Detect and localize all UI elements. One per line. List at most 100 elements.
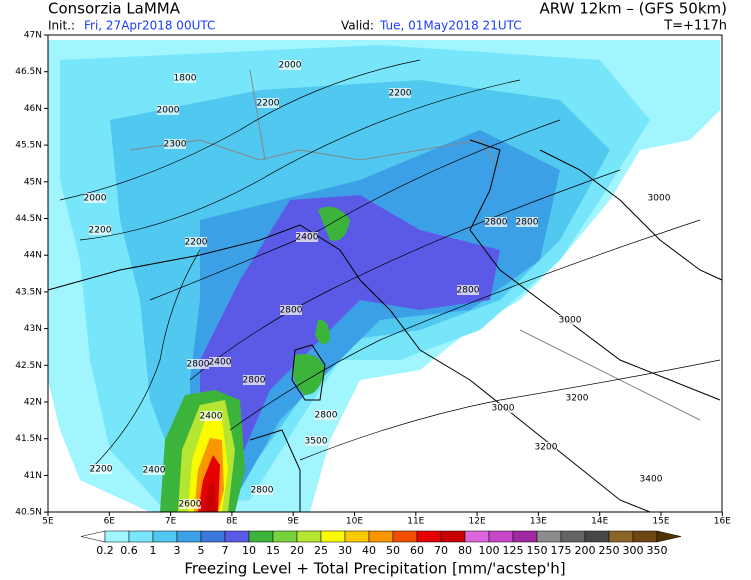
colorbar-box xyxy=(296,530,322,543)
contour-label: 3400 xyxy=(640,475,663,485)
border-alps xyxy=(129,139,501,171)
contour-label-bg xyxy=(90,464,112,474)
borders xyxy=(129,69,701,421)
lon-label: 10E xyxy=(346,517,363,527)
precip-green-corsica xyxy=(315,319,330,344)
coast-sardinia xyxy=(249,429,301,512)
colorbar-box xyxy=(344,530,370,543)
colorbar-box xyxy=(536,530,562,543)
contour-label-bg xyxy=(187,359,209,369)
contour-label-bg xyxy=(251,485,273,495)
contour-label-bg xyxy=(492,403,514,413)
contour-label-bg xyxy=(559,315,581,325)
colorbar-box xyxy=(632,530,658,543)
lon-label: 9E xyxy=(287,517,299,527)
contour-label-bg xyxy=(200,411,222,421)
colorbar-label: 3 xyxy=(174,544,181,557)
contour-label: 3000 xyxy=(559,316,582,326)
contour-label: 2000 xyxy=(84,194,107,204)
contour-label-bg xyxy=(640,474,662,484)
contour-label: 2600 xyxy=(179,500,202,510)
org-title: Consorzia LaMMA xyxy=(48,0,181,18)
contour-label: 2400 xyxy=(200,412,223,422)
contour-label: 3000 xyxy=(648,194,671,204)
contour-label: 2200 xyxy=(89,226,112,236)
colorbar-label: 150 xyxy=(527,544,548,557)
lat-label: 44.5N xyxy=(15,214,42,224)
colorbar-label: 80 xyxy=(458,544,472,557)
lat-label: 41.5N xyxy=(15,434,42,444)
valid-label: Valid: xyxy=(341,19,374,33)
colorbar-box xyxy=(368,530,394,543)
colorbar-label: 50 xyxy=(386,544,400,557)
contour-label: 2800 xyxy=(315,411,338,421)
contour-label-bg xyxy=(157,105,179,115)
lon-label: 14E xyxy=(591,517,608,527)
contour xyxy=(59,59,421,201)
colorbar-label: 25 xyxy=(314,544,328,557)
lon-label: 8E xyxy=(226,517,238,527)
lon-label: 11E xyxy=(407,517,424,527)
precip-green-apennine xyxy=(318,206,350,241)
colorbar-title: Freezing Level + Total Precipitation [mm… xyxy=(184,560,565,578)
colorbar-box xyxy=(584,530,610,543)
contour-label: 3500 xyxy=(305,437,328,447)
colorbar-label: 20 xyxy=(290,544,304,557)
contour-label-bg xyxy=(185,237,207,247)
lat-label: 43.5N xyxy=(15,287,42,297)
colorbar-label: 350 xyxy=(647,544,668,557)
contour-label: 2800 xyxy=(457,286,480,296)
contour-label-bg xyxy=(243,375,265,385)
contour-label-bg xyxy=(179,499,201,509)
colorbar-box xyxy=(128,530,154,543)
contour-label: 2400 xyxy=(143,466,166,476)
colorbar-box xyxy=(392,530,418,543)
freezing-level-contours xyxy=(59,59,721,471)
precipitation xyxy=(48,40,720,512)
colorbar-label: 7 xyxy=(222,544,229,557)
colorbar-label: 300 xyxy=(623,544,644,557)
contour-label: 3200 xyxy=(566,394,589,404)
colorbar-box xyxy=(512,530,538,543)
colorbar-label: 30 xyxy=(338,544,352,557)
colorbar-label: 0.6 xyxy=(120,544,138,557)
lon-label: 12E xyxy=(469,517,486,527)
contour-label-bg xyxy=(279,60,301,70)
coastlines xyxy=(47,139,723,513)
map-frame xyxy=(47,34,723,513)
colorbar-arrow xyxy=(656,530,682,543)
map-area xyxy=(47,34,723,513)
coast-italy-west xyxy=(47,224,651,513)
contour-label: 2800 xyxy=(485,218,508,228)
init-time: Fri, 27Apr2018 00UTC xyxy=(84,19,215,33)
contour-label: 2800 xyxy=(187,360,210,370)
lat-label: 42.5N xyxy=(15,361,42,371)
contour-label: 1800 xyxy=(174,74,197,84)
contour-label-bg xyxy=(485,217,507,227)
contour-label-bg xyxy=(89,225,111,235)
contour-label-bg xyxy=(257,98,279,108)
lon-label: 6E xyxy=(104,517,116,527)
init-label: Init.: xyxy=(48,19,75,33)
colorbar-arrow xyxy=(80,530,106,543)
contour-label-bg xyxy=(648,193,670,203)
colorbar-box xyxy=(560,530,586,543)
contour-label: 3200 xyxy=(535,443,558,453)
colorbar-label: 125 xyxy=(503,544,524,557)
colorbar-box xyxy=(224,530,250,543)
coast-italy-east xyxy=(469,139,721,401)
contour-label-bg xyxy=(516,217,538,227)
contour-label-bg xyxy=(305,436,327,446)
colorbar-box xyxy=(488,530,514,543)
contour-label: 2000 xyxy=(157,106,180,116)
contour-label-bg xyxy=(566,393,588,403)
model-title: ARW 12km – (GFS 50km) xyxy=(540,0,727,18)
contour-label: 2200 xyxy=(90,465,113,475)
lon-label: 5E xyxy=(42,517,54,527)
colorbar-box xyxy=(200,530,226,543)
contour-label-bg xyxy=(389,88,411,98)
coast-corsica xyxy=(291,344,326,401)
colorbar-label: 70 xyxy=(434,544,448,557)
lat-label: 45N xyxy=(24,177,42,187)
contour-label: 2300 xyxy=(164,140,187,150)
